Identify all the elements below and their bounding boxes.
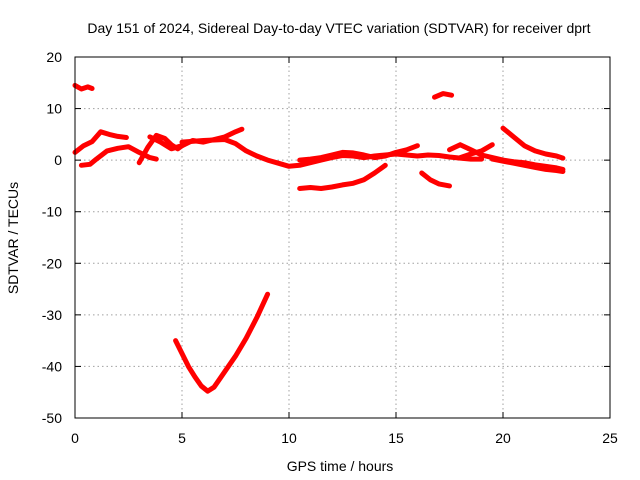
y-tick-label: -40 bbox=[42, 358, 62, 374]
y-tick-label: -10 bbox=[42, 204, 62, 220]
grid bbox=[75, 57, 610, 418]
x-axis: 0 5 10 15 20 25 bbox=[71, 57, 618, 446]
series-arc-11 bbox=[432, 91, 455, 100]
series-arc-13 bbox=[457, 142, 495, 161]
series-arc-3 bbox=[78, 144, 159, 168]
series-arc-10 bbox=[419, 170, 452, 189]
x-tick-label: 15 bbox=[388, 430, 404, 446]
series-arc-7 bbox=[297, 143, 420, 163]
plot-frame bbox=[74, 56, 611, 419]
series-arc-6 bbox=[179, 137, 485, 169]
series-arc-14 bbox=[489, 156, 566, 174]
y-tick-label: -20 bbox=[42, 255, 62, 271]
x-axis-label: GPS time / hours bbox=[287, 458, 394, 474]
y-tick-label: 20 bbox=[46, 49, 62, 65]
x-tick-label: 20 bbox=[495, 430, 511, 446]
x-tick-label: 10 bbox=[281, 430, 297, 446]
y-tick-label: -30 bbox=[42, 307, 62, 323]
x-tick-label: 5 bbox=[178, 430, 186, 446]
x-tick-label: 25 bbox=[602, 430, 618, 446]
y-tick-label: -50 bbox=[42, 410, 62, 426]
series-arc-2 bbox=[72, 129, 129, 155]
chart-title: Day 151 of 2024, Sidereal Day-to-day VTE… bbox=[87, 20, 590, 36]
y-axis: -50 -40 -30 -20 -10 0 10 20 bbox=[42, 49, 610, 426]
series-arc-8 bbox=[297, 162, 388, 191]
y-tick-label: 10 bbox=[46, 101, 62, 117]
y-axis-label: SDTVAR / TECUs bbox=[5, 182, 21, 294]
series-arc-15 bbox=[500, 125, 566, 161]
series-layer bbox=[72, 82, 566, 394]
y-tick-label: 0 bbox=[54, 152, 62, 168]
series-arc-1 bbox=[72, 82, 95, 92]
x-tick-label: 0 bbox=[71, 430, 79, 446]
series-arc-9 bbox=[173, 291, 271, 394]
